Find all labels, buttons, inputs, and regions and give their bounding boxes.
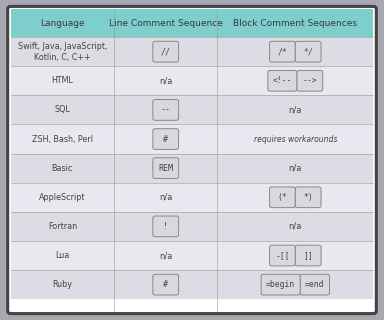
FancyBboxPatch shape <box>8 6 376 314</box>
FancyBboxPatch shape <box>153 216 179 237</box>
Text: Ruby: Ruby <box>52 280 73 289</box>
FancyBboxPatch shape <box>153 41 179 62</box>
Text: #: # <box>163 134 168 144</box>
FancyBboxPatch shape <box>295 187 321 208</box>
FancyBboxPatch shape <box>297 70 323 91</box>
Text: n/a: n/a <box>289 105 302 115</box>
FancyBboxPatch shape <box>11 270 373 299</box>
Text: ZSH, Bash, Perl: ZSH, Bash, Perl <box>32 134 93 144</box>
Text: -[[: -[[ <box>275 251 290 260</box>
FancyBboxPatch shape <box>261 274 300 295</box>
Text: n/a: n/a <box>159 193 172 202</box>
Text: =begin: =begin <box>266 280 295 289</box>
FancyBboxPatch shape <box>268 70 297 91</box>
Text: Swift, Java, JavaScript,
Kotlin, C, C++: Swift, Java, JavaScript, Kotlin, C, C++ <box>18 42 107 62</box>
FancyBboxPatch shape <box>11 154 373 183</box>
Text: n/a: n/a <box>289 164 302 173</box>
Text: =end: =end <box>305 280 324 289</box>
FancyBboxPatch shape <box>270 41 295 62</box>
FancyBboxPatch shape <box>270 245 295 266</box>
Text: HTML: HTML <box>51 76 73 85</box>
Text: AppleScript: AppleScript <box>39 193 86 202</box>
Text: Lua: Lua <box>55 251 70 260</box>
FancyBboxPatch shape <box>11 241 373 270</box>
FancyBboxPatch shape <box>153 100 179 120</box>
FancyBboxPatch shape <box>11 124 373 154</box>
FancyBboxPatch shape <box>295 245 321 266</box>
Text: n/a: n/a <box>159 76 172 85</box>
Text: //: // <box>161 47 171 56</box>
Text: Fortran: Fortran <box>48 222 77 231</box>
Text: Basic: Basic <box>52 164 73 173</box>
FancyBboxPatch shape <box>295 41 321 62</box>
FancyBboxPatch shape <box>11 212 373 241</box>
FancyBboxPatch shape <box>11 37 373 66</box>
FancyBboxPatch shape <box>11 66 373 95</box>
Text: --: -- <box>161 105 171 115</box>
FancyBboxPatch shape <box>11 183 373 212</box>
Text: Line Comment Sequence: Line Comment Sequence <box>109 19 223 28</box>
Text: */: */ <box>303 47 313 56</box>
Text: requires workarounds: requires workarounds <box>253 134 337 144</box>
Text: -->: --> <box>303 76 317 85</box>
Text: n/a: n/a <box>159 251 172 260</box>
Text: <!--: <!-- <box>273 76 292 85</box>
Text: *): *) <box>303 193 313 202</box>
Text: SQL: SQL <box>55 105 70 115</box>
Text: (*: (* <box>278 193 287 202</box>
FancyBboxPatch shape <box>11 9 373 37</box>
FancyBboxPatch shape <box>11 95 373 124</box>
FancyBboxPatch shape <box>153 129 179 149</box>
Text: /*: /* <box>278 47 287 56</box>
Text: #: # <box>163 280 168 289</box>
Text: !: ! <box>163 222 168 231</box>
Text: ]]: ]] <box>303 251 313 260</box>
FancyBboxPatch shape <box>153 274 179 295</box>
FancyBboxPatch shape <box>300 274 329 295</box>
FancyBboxPatch shape <box>270 187 295 208</box>
Text: Language: Language <box>40 19 85 28</box>
FancyBboxPatch shape <box>153 158 179 179</box>
Text: Block Comment Sequences: Block Comment Sequences <box>233 19 357 28</box>
Text: REM: REM <box>158 164 173 173</box>
Text: n/a: n/a <box>289 222 302 231</box>
